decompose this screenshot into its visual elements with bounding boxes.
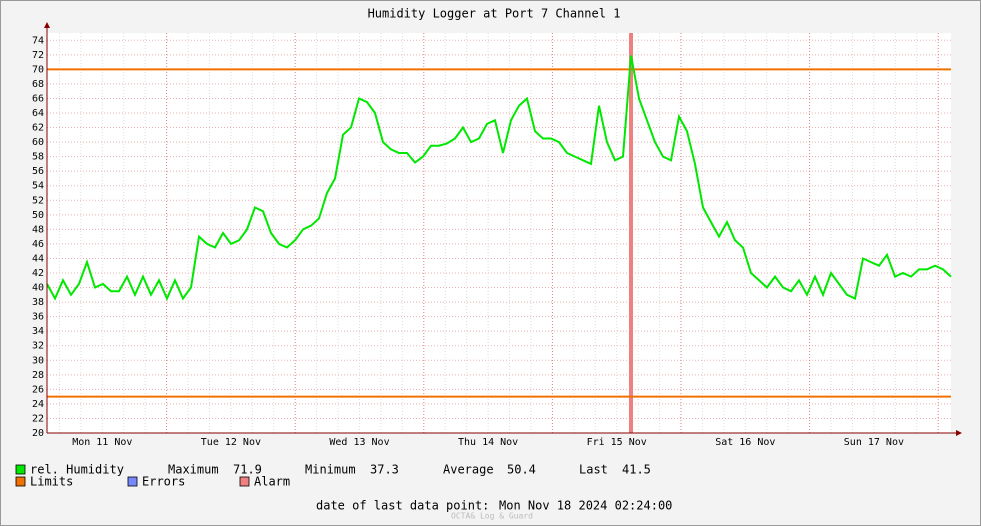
stat-label: Maximum <box>168 463 219 477</box>
y-tick-label: 74 <box>32 35 44 46</box>
watermark: OCTA& Log & Guard <box>451 512 533 521</box>
y-tick-label: 58 <box>32 152 44 163</box>
footer-label: date of last data point: <box>316 499 489 513</box>
y-tick-label: 54 <box>32 181 44 192</box>
y-tick-label: 52 <box>32 195 44 206</box>
y-tick-label: 46 <box>32 239 44 250</box>
y-tick-label: 20 <box>32 428 44 439</box>
stat-value: 71.9 <box>233 463 262 477</box>
y-tick-label: 24 <box>32 399 44 410</box>
legend-swatch <box>15 464 26 475</box>
y-tick-label: 38 <box>32 297 44 308</box>
legend-swatch <box>127 476 138 487</box>
y-tick-label: 30 <box>32 355 44 366</box>
y-arrow <box>44 22 50 28</box>
y-tick-label: 34 <box>32 326 44 337</box>
x-tick-label: Thu 14 Nov <box>458 437 518 448</box>
legend-label: Errors <box>142 475 185 489</box>
y-tick-label: 60 <box>32 137 44 148</box>
y-tick-label: 68 <box>32 79 44 90</box>
x-tick-label: Sat 16 Nov <box>715 437 775 448</box>
y-tick-label: 44 <box>32 253 44 264</box>
y-tick-label: 26 <box>32 384 44 395</box>
y-tick-label: 28 <box>32 370 44 381</box>
y-tick-label: 42 <box>32 268 44 279</box>
chart-title: Humidity Logger at Port 7 Channel 1 <box>368 7 621 21</box>
stat-label: Last <box>579 463 608 477</box>
x-arrow <box>956 430 962 436</box>
stat-value: 50.4 <box>507 463 536 477</box>
plot-area <box>47 33 951 433</box>
stat-value: 37.3 <box>370 463 399 477</box>
x-tick-label: Tue 12 Nov <box>201 437 261 448</box>
x-tick-label: Mon 11 Nov <box>72 437 132 448</box>
series-line <box>46 55 952 301</box>
y-tick-label: 56 <box>32 166 44 177</box>
legend-label: Alarm <box>254 475 290 489</box>
x-tick-label: Wed 13 Nov <box>329 437 389 448</box>
x-tick-label: Fri 15 Nov <box>587 437 647 448</box>
y-tick-label: 66 <box>32 93 44 104</box>
y-tick-label: 32 <box>32 341 44 352</box>
y-tick-label: 64 <box>32 108 44 119</box>
footer-value: Mon Nov 18 2024 02:24:00 <box>499 499 672 513</box>
y-tick-label: 22 <box>32 413 44 424</box>
y-tick-label: 48 <box>32 224 44 235</box>
y-tick-label: 40 <box>32 283 44 294</box>
y-tick-label: 62 <box>32 123 44 134</box>
y-tick-label: 72 <box>32 50 44 61</box>
stat-label: Average <box>443 463 494 477</box>
stat-label: Minimum <box>305 463 356 477</box>
y-tick-label: 36 <box>32 312 44 323</box>
x-tick-label: Sun 17 Nov <box>844 437 904 448</box>
y-tick-label: 50 <box>32 210 44 221</box>
y-tick-label: 70 <box>32 64 44 75</box>
legend-label: Limits <box>30 475 73 489</box>
legend-swatch <box>239 476 250 487</box>
alarm-band <box>629 33 633 433</box>
legend-label: rel. Humidity <box>30 463 124 477</box>
legend-swatch <box>15 476 26 487</box>
stat-value: 41.5 <box>622 463 651 477</box>
